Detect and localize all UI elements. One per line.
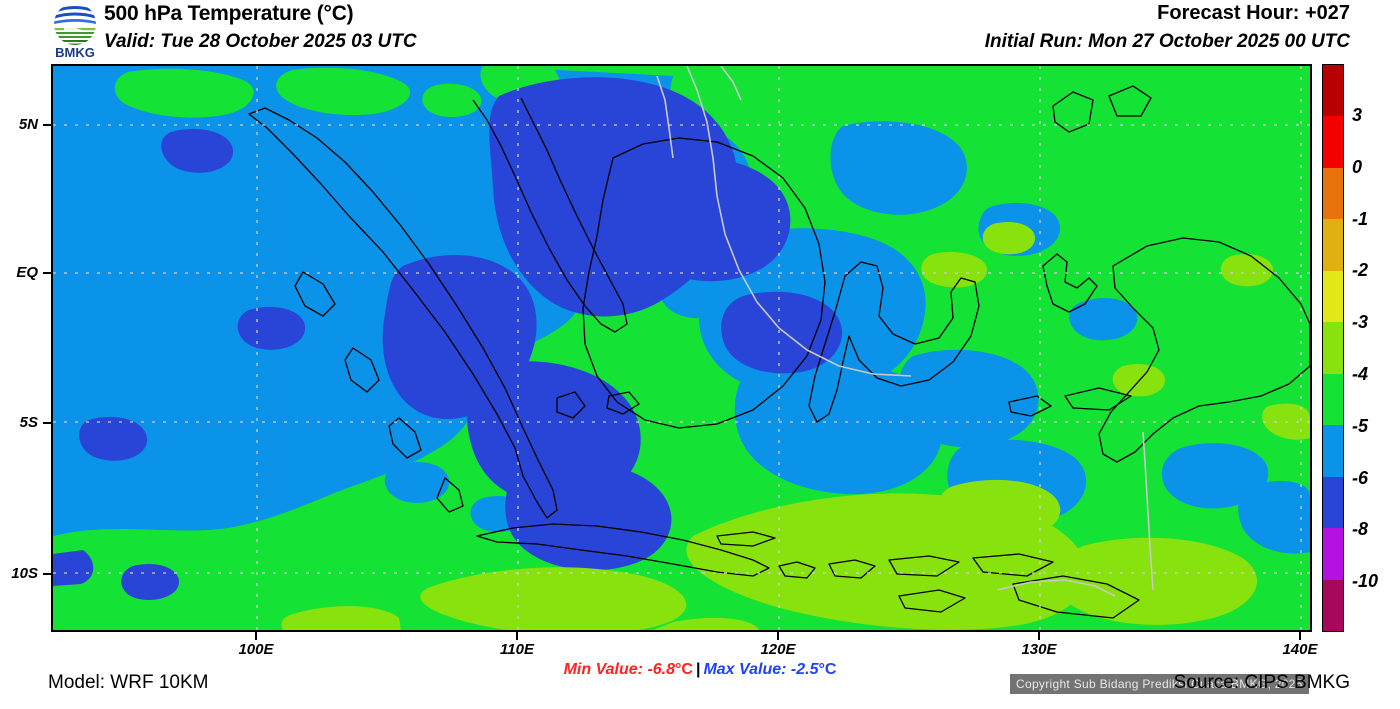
lon-label-100e: 100E xyxy=(238,641,274,658)
lat-tick-5n xyxy=(43,124,51,126)
bmkg-logo: BMKG xyxy=(44,2,106,60)
colorbar-band-3 xyxy=(1323,219,1343,271)
colorbar-label-m2: -2 xyxy=(1352,260,1369,280)
lat-label-eq: EQ xyxy=(16,264,38,281)
colorbar-label-m5: -5 xyxy=(1352,416,1369,436)
header: BMKG 500 hPa Temperature (°C) Valid: Tue… xyxy=(0,0,1400,62)
lon-label-130e: 130E xyxy=(1021,641,1057,658)
colorbar-label-3: 3 xyxy=(1352,105,1363,125)
colorbar-band-9 xyxy=(1323,528,1343,580)
page-title: 500 hPa Temperature (°C) xyxy=(104,2,354,25)
min-value-unit: °C xyxy=(675,661,693,678)
lon-label-120e: 120E xyxy=(760,641,796,658)
lon-label-110e: 110E xyxy=(500,641,534,658)
lat-label-10s: 10S xyxy=(11,565,38,582)
colorbar-band-4 xyxy=(1323,270,1343,323)
lat-tick-10s xyxy=(43,573,51,575)
lon-tick-100e xyxy=(255,632,257,640)
colorbar-label-m3: -3 xyxy=(1352,312,1369,332)
lon-tick-130e xyxy=(1038,632,1040,640)
colorbar-band-1 xyxy=(1323,116,1343,168)
min-max-values: Min Value: -6.8°C | Max Value: -2.5°C xyxy=(0,661,1400,679)
lat-tick-eq xyxy=(43,272,51,274)
svg-text:BMKG: BMKG xyxy=(55,45,95,60)
colorbar xyxy=(1322,64,1344,632)
bmkg-logo-icon: BMKG xyxy=(54,3,96,60)
min-value-label: Min Value: -6.8 xyxy=(563,661,676,678)
lon-label-140e: 140E xyxy=(1282,641,1318,658)
lon-tick-110e xyxy=(516,632,518,640)
colorbar-label-m1: -1 xyxy=(1352,209,1369,229)
colorbar-band-7 xyxy=(1323,425,1343,477)
lon-tick-140e xyxy=(1299,632,1301,640)
graticule xyxy=(53,66,1310,630)
country-borders xyxy=(656,66,1154,597)
colorbar-label-0: 0 xyxy=(1352,157,1363,177)
colorbar-band-10 xyxy=(1323,579,1343,631)
lat-label-5n: 5N xyxy=(18,116,38,133)
lat-label-5s: 5S xyxy=(19,414,38,431)
colorbar-label-m4: -4 xyxy=(1352,364,1369,384)
copyright-watermark: Copyright Sub Bidang Prediksi Cuaca BMKG… xyxy=(1010,674,1309,694)
max-value-unit: °C xyxy=(818,661,837,678)
source-label: Source: CIPS BMKG xyxy=(1173,672,1350,693)
lon-tick-120e xyxy=(777,632,779,640)
colorbar-label-m10: -10 xyxy=(1352,571,1379,591)
colorbar-label-m8: -8 xyxy=(1352,519,1369,539)
colorbar-label-m6: -6 xyxy=(1352,468,1369,488)
colorbar-band-6 xyxy=(1323,373,1343,426)
temperature-field-map xyxy=(53,66,1310,630)
coastlines xyxy=(248,85,1310,619)
lat-tick-5s xyxy=(43,422,51,424)
model-label: Model: WRF 10KM xyxy=(48,672,209,693)
temperature-contour-fills xyxy=(53,66,1310,630)
colorbar-band-0 xyxy=(1323,65,1343,117)
colorbar-band-2 xyxy=(1323,167,1343,220)
map-plot-area: Copyright Sub Bidang Prediksi Cuaca BMKG… xyxy=(51,64,1312,694)
minmax-separator: | xyxy=(695,661,701,678)
initial-run-label: Initial Run: Mon 27 October 2025 00 UTC xyxy=(984,31,1350,52)
colorbar-band-8 xyxy=(1323,476,1343,529)
forecast-hour-label: Forecast Hour: +027 xyxy=(1157,2,1350,24)
colorbar-band-5 xyxy=(1323,322,1343,374)
max-value-label: Max Value: -2.5 xyxy=(703,661,819,678)
valid-time-label: Valid: Tue 28 October 2025 03 UTC xyxy=(104,31,417,52)
